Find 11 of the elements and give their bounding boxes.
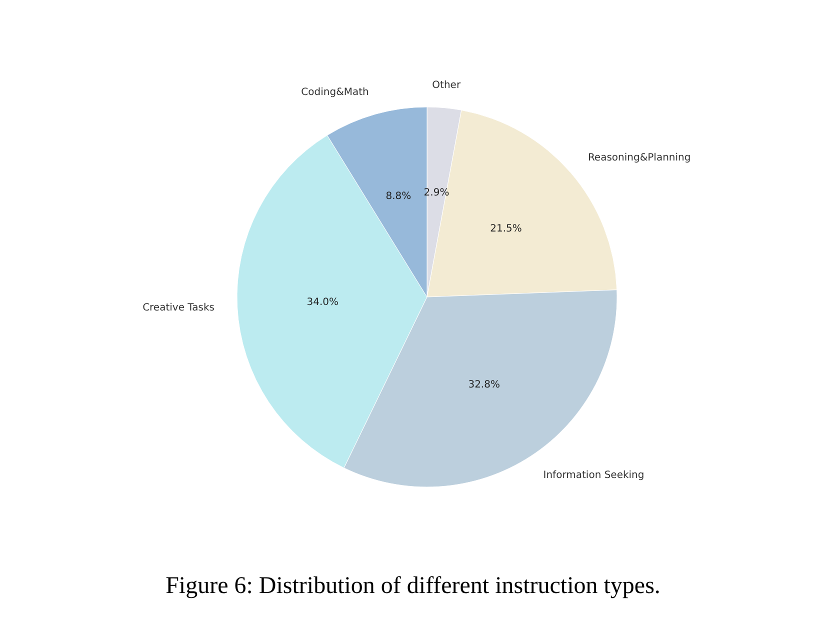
slice-label: Coding&Math <box>301 87 369 98</box>
data-label: 2.9% <box>424 188 450 199</box>
slice-label: Creative Tasks <box>142 302 214 314</box>
slice-label: Other <box>432 80 462 91</box>
slice-label: Reasoning&Planning <box>588 152 691 164</box>
data-label: 34.0% <box>306 296 339 308</box>
data-label: 8.8% <box>386 191 412 202</box>
slice-label: Information Seeking <box>543 470 644 481</box>
data-label: 32.8% <box>468 379 500 390</box>
caption: Figure 6: Distribution of different instruction types. <box>166 573 660 599</box>
data-label: 21.5% <box>490 223 522 234</box>
